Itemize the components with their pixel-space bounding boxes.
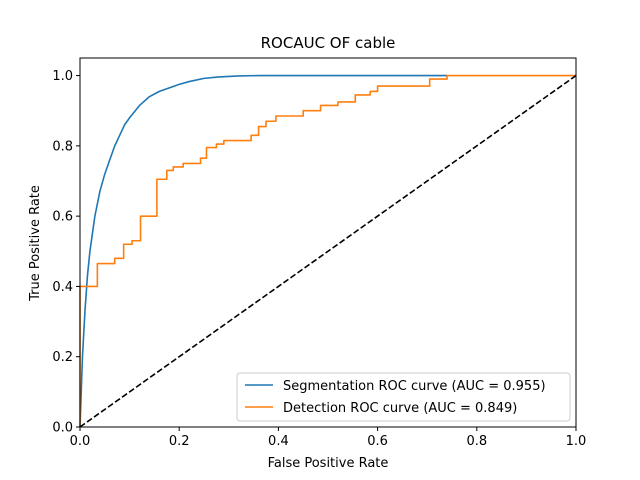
legend: Segmentation ROC curve (AUC = 0.955) Det… bbox=[236, 372, 571, 422]
y-tick-label: 0.4 bbox=[52, 280, 73, 295]
detection-roc-line bbox=[79, 74, 576, 427]
y-tick-label: 0.6 bbox=[52, 210, 73, 225]
y-tick-label: 0.0 bbox=[52, 421, 73, 436]
y-tick-label: 0.8 bbox=[52, 139, 73, 154]
segmentation-roc-line bbox=[79, 74, 448, 428]
legend-label-detection: Detection ROC curve (AUC = 0.849) bbox=[283, 401, 517, 416]
legend-box bbox=[236, 372, 571, 422]
y-axis-ticks: 0.0 0.2 0.4 0.6 0.8 1.0 bbox=[52, 69, 80, 436]
plot-frame bbox=[79, 57, 577, 428]
x-axis-ticks: 0.0 0.2 0.4 0.6 0.8 1.0 bbox=[70, 427, 587, 449]
plot-lines bbox=[79, 74, 577, 428]
x-tick-label: 0.8 bbox=[466, 434, 487, 449]
y-tick-label: 0.2 bbox=[52, 350, 73, 365]
x-tick-label: 0.4 bbox=[268, 434, 289, 449]
x-tick-label: 0.6 bbox=[367, 434, 388, 449]
y-tick-label: 1.0 bbox=[52, 69, 73, 84]
x-tick-label: 1.0 bbox=[566, 434, 587, 449]
chance-diagonal-line bbox=[79, 74, 577, 428]
legend-label-segmentation: Segmentation ROC curve (AUC = 0.955) bbox=[283, 379, 546, 394]
x-tick-label: 0.2 bbox=[169, 434, 190, 449]
x-axis-label: False Positive Rate bbox=[268, 456, 389, 471]
chart-title: ROCAUC OF cable bbox=[261, 34, 396, 52]
y-axis-label: True Positive Rate bbox=[28, 185, 43, 302]
x-tick-label: 0.0 bbox=[70, 434, 91, 449]
